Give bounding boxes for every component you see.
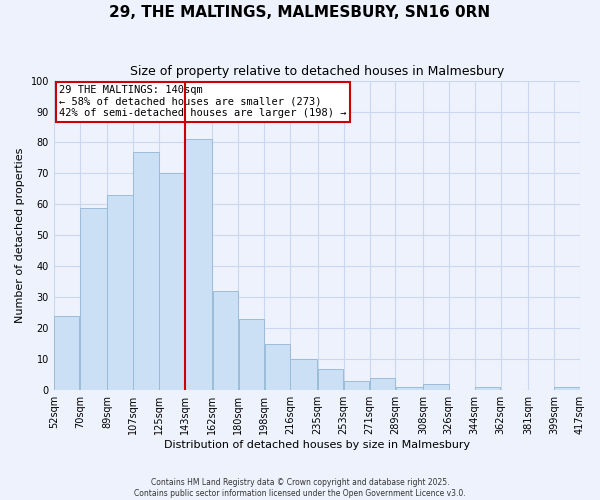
Bar bbox=[396, 387, 422, 390]
Bar bbox=[54, 316, 79, 390]
Title: Size of property relative to detached houses in Malmesbury: Size of property relative to detached ho… bbox=[130, 65, 504, 78]
Bar bbox=[239, 319, 264, 390]
Y-axis label: Number of detached properties: Number of detached properties bbox=[15, 148, 25, 323]
Text: 29 THE MALTINGS: 140sqm
← 58% of detached houses are smaller (273)
42% of semi-d: 29 THE MALTINGS: 140sqm ← 58% of detache… bbox=[59, 85, 347, 118]
Bar bbox=[370, 378, 395, 390]
Bar bbox=[185, 140, 212, 390]
X-axis label: Distribution of detached houses by size in Malmesbury: Distribution of detached houses by size … bbox=[164, 440, 470, 450]
Bar bbox=[290, 359, 317, 390]
Text: 29, THE MALTINGS, MALMESBURY, SN16 0RN: 29, THE MALTINGS, MALMESBURY, SN16 0RN bbox=[109, 5, 491, 20]
Bar bbox=[344, 381, 369, 390]
Bar bbox=[107, 195, 133, 390]
Bar bbox=[212, 291, 238, 390]
Bar bbox=[423, 384, 449, 390]
Text: Contains HM Land Registry data © Crown copyright and database right 2025.
Contai: Contains HM Land Registry data © Crown c… bbox=[134, 478, 466, 498]
Bar bbox=[80, 208, 107, 390]
Bar bbox=[133, 152, 159, 390]
Bar bbox=[265, 344, 290, 390]
Bar bbox=[554, 387, 580, 390]
Bar bbox=[318, 368, 343, 390]
Bar bbox=[159, 174, 185, 390]
Bar bbox=[475, 387, 500, 390]
